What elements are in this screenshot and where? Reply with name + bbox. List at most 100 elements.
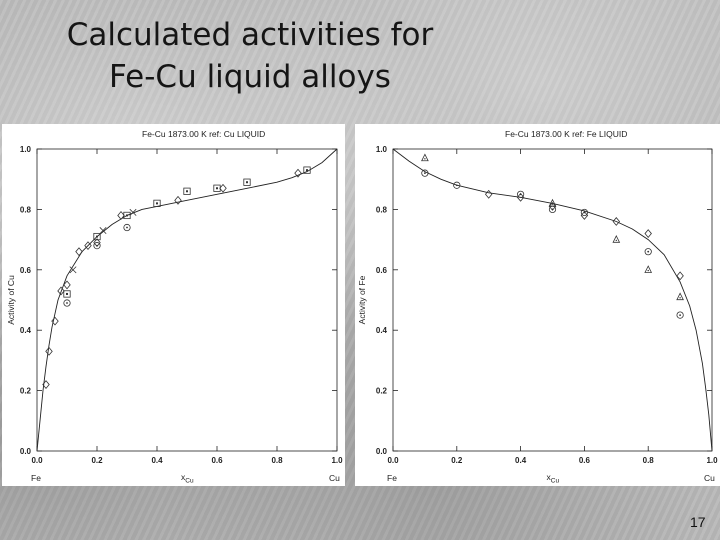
data-point-square [93, 232, 101, 241]
data-point-square [153, 199, 161, 207]
data-point-square-dot [156, 202, 158, 205]
x-tick-label: 0.6 [211, 456, 223, 465]
y-tick-label: 0.2 [20, 387, 32, 396]
y-tick-label: 0.4 [376, 326, 388, 335]
slide-title-line2: Fe-Cu liquid alloys [109, 59, 391, 95]
data-point-diamond [174, 195, 182, 205]
data-point-diamond [612, 217, 621, 226]
x-tick-label: 0.6 [579, 456, 591, 465]
data-point-triangle-dot [615, 239, 617, 242]
x-tick-label: 0.4 [151, 456, 163, 465]
data-point-circle [421, 169, 429, 177]
data-point-circle [548, 205, 557, 214]
y-tick-label: 0.0 [20, 447, 32, 456]
x-tick-label: 0.8 [271, 456, 283, 465]
chart-title: Fe-Cu 1873.00 K ref: Cu LIQUID [142, 129, 265, 139]
x-tick-label: 0.4 [515, 456, 527, 465]
x-end-label-right: Cu [704, 473, 715, 483]
data-point-triangle-dot [551, 203, 554, 205]
data-point-diamond [75, 247, 83, 257]
data-point-diamond [117, 211, 125, 220]
x-end-label-left: Fe [31, 473, 41, 483]
data-point-diamond [644, 229, 652, 238]
data-point-circle [453, 181, 461, 189]
y-tick-label: 0.6 [376, 266, 388, 275]
x-tick-label: 0.0 [387, 456, 399, 465]
data-point-diamond [484, 189, 493, 199]
data-point-circle [580, 208, 588, 217]
data-point-diamond [51, 316, 59, 326]
data-point-square [183, 187, 191, 195]
slide-number: 17 [690, 514, 706, 530]
data-point-circle [676, 311, 684, 319]
x-tick-label: 0.2 [91, 456, 103, 465]
y-axis-label: Activity of Cu [6, 275, 16, 325]
data-point-circle-dot [424, 172, 426, 175]
data-point-circle-dot [647, 250, 650, 253]
data-point-triangle [421, 153, 429, 162]
data-point-cross [99, 227, 107, 235]
data-point-square-dot [66, 292, 68, 295]
data-point-cross [129, 208, 137, 216]
data-point-circle [63, 299, 71, 307]
data-point-diamond [219, 183, 227, 193]
data-point-triangle-dot [647, 269, 649, 272]
data-point-circle [123, 223, 131, 232]
x-axis-label-subscript: Cu [551, 478, 560, 485]
plot-frame [392, 148, 713, 452]
data-point-circle [517, 190, 525, 198]
data-point-diamond [57, 286, 65, 296]
data-point-diamond [580, 211, 589, 220]
data-point-square-dot [246, 181, 248, 184]
calculated-activity-curve [392, 148, 713, 452]
data-point-square-dot [216, 187, 218, 190]
data-point-square [213, 184, 221, 192]
data-point-diamond [294, 168, 302, 178]
data-point-triangle-dot [424, 158, 426, 160]
data-point-diamond [676, 271, 684, 281]
data-point-cross [69, 266, 77, 274]
chart-cu-activity: Fe-Cu 1873.00 K ref: Cu LIQUID 0.0 0.2 0.4 0… [6, 129, 343, 485]
x-tick-label: 0.0 [31, 456, 43, 465]
x-tick-label: 0.8 [643, 456, 655, 465]
chart-panel-fe: Fe-Cu 1873.00 K ref: Fe LIQUID 0.0 0.2 0.4 0… [355, 124, 720, 486]
x-tick-label: 1.0 [331, 456, 343, 465]
data-point-square-dot [126, 214, 128, 217]
slide-title-line1: Calculated activities for [66, 17, 434, 53]
data-point-circle [644, 248, 652, 256]
data-point-triangle [612, 235, 621, 243]
y-tick-label: 0.0 [376, 447, 388, 456]
data-point-diamond [516, 192, 525, 202]
y-tick-label: 1.0 [376, 145, 388, 154]
x-end-label-right: Cu [329, 473, 340, 483]
data-point-square [63, 290, 71, 298]
data-point-square-dot [186, 190, 188, 193]
y-tick-label: 0.2 [376, 387, 388, 396]
plot-frame [36, 148, 338, 452]
data-point-circle-dot [66, 302, 68, 304]
chart-fe-activity: Fe-Cu 1873.00 K ref: Fe LIQUID 0.0 0.2 0.4 0… [357, 129, 718, 485]
y-tick-label: 0.8 [376, 205, 388, 214]
x-axis-label: xCu [181, 472, 194, 485]
chart-title: Fe-Cu 1873.00 K ref: Fe LIQUID [505, 129, 627, 139]
data-point-square [243, 178, 251, 186]
data-point-diamond [548, 201, 557, 211]
calculated-activity-curve [36, 148, 338, 452]
y-tick-label: 0.8 [20, 205, 32, 214]
data-point-diamond [63, 280, 71, 290]
x-axis-label-subscript: Cu [185, 478, 194, 485]
data-point-diamond [45, 346, 53, 356]
data-point-square-dot [96, 235, 98, 238]
data-point-circle-dot [96, 244, 98, 247]
data-point-square [303, 166, 311, 174]
data-point-circle-dot [455, 184, 458, 187]
y-tick-label: 1.0 [20, 145, 32, 154]
y-axis-label: Activity of Fe [357, 275, 367, 324]
data-point-triangle [676, 292, 684, 301]
data-point-circle-dot [679, 314, 681, 316]
data-point-triangle [644, 265, 653, 273]
x-axis-label: xCu [547, 472, 560, 485]
data-point-square-dot [306, 169, 308, 172]
x-tick-label: 1.0 [706, 456, 718, 465]
data-point-diamond [42, 380, 50, 389]
